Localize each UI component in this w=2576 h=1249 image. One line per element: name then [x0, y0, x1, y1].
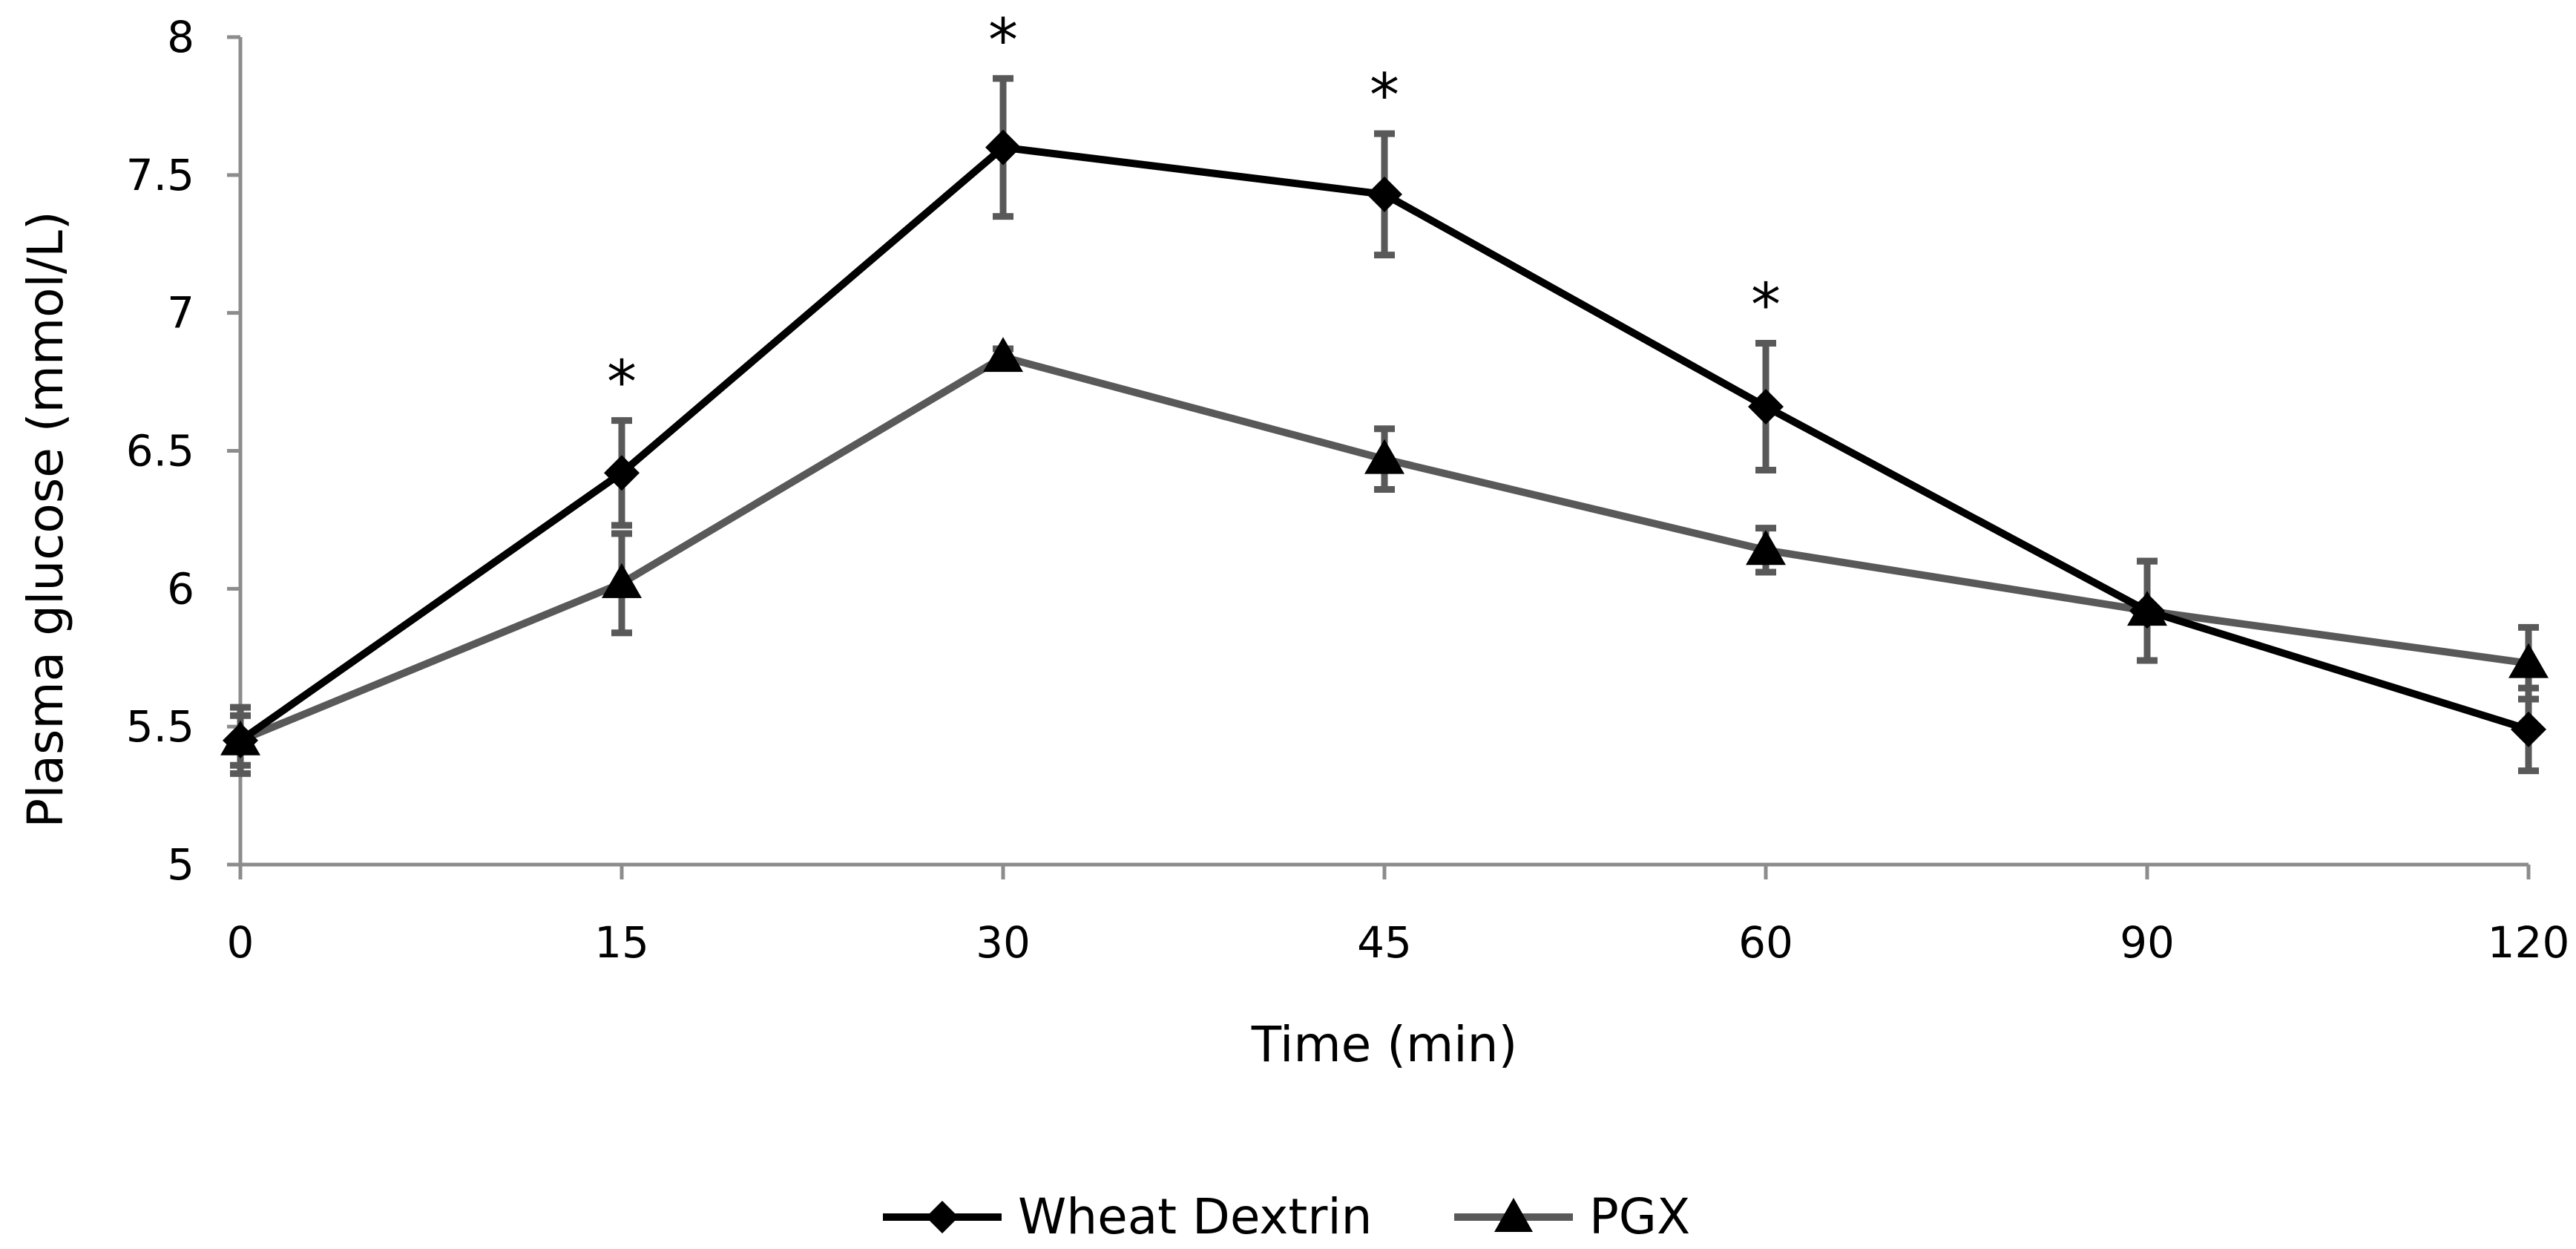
y-axis-title: Plasma glucose (mmol/L)	[17, 211, 74, 827]
x-tick-label: 30	[976, 917, 1031, 968]
glucose-line-chart: * * * * 5 5.5 6 6.5 7 7.5 8 0 15 30 45 60 90 120 Time (m…	[0, 0, 2576, 1249]
significance-asterisk: *	[1751, 271, 1781, 340]
legend-marker-wheat-dextrin	[926, 1201, 959, 1233]
y-tick-label: 7.5	[126, 150, 194, 200]
y-tick-label: 6	[167, 563, 194, 614]
chart-legend: Wheat Dextrin PGX	[883, 1188, 1690, 1245]
legend-label-wheat-dextrin: Wheat Dextrin	[1018, 1188, 1373, 1245]
y-tick-label: 5	[167, 839, 194, 890]
data-point-wheat-dextrin	[1748, 389, 1784, 424]
legend-label-pgx: PGX	[1589, 1188, 1690, 1245]
data-point-pgx	[602, 563, 642, 598]
significance-asterisk: *	[1370, 61, 1399, 130]
x-tick-label: 0	[227, 917, 254, 968]
y-tick-label: 6.5	[126, 426, 194, 476]
significance-marks: * * * *	[607, 6, 1781, 417]
y-tick-label: 8	[167, 12, 194, 62]
y-tick-label: 5.5	[126, 701, 194, 752]
x-axis-title: Time (min)	[1251, 1016, 1517, 1073]
series-line-pgx	[240, 357, 2529, 741]
x-tick-label: 45	[1357, 917, 1412, 968]
x-tick-label: 15	[594, 917, 649, 968]
x-tick-label: 60	[1738, 917, 1793, 968]
significance-asterisk: *	[988, 6, 1018, 75]
significance-asterisk: *	[607, 348, 637, 417]
data-point-wheat-dextrin	[2511, 712, 2546, 747]
data-point-pgx	[983, 337, 1023, 372]
data-point-wheat-dextrin	[1367, 177, 1402, 212]
x-tick-label: 120	[2488, 917, 2570, 968]
tick-labels: 5 5.5 6 6.5 7 7.5 8 0 15 30 45 60 90 120	[126, 12, 2570, 968]
x-tick-label: 90	[2120, 917, 2175, 968]
y-tick-label: 7	[167, 288, 194, 338]
